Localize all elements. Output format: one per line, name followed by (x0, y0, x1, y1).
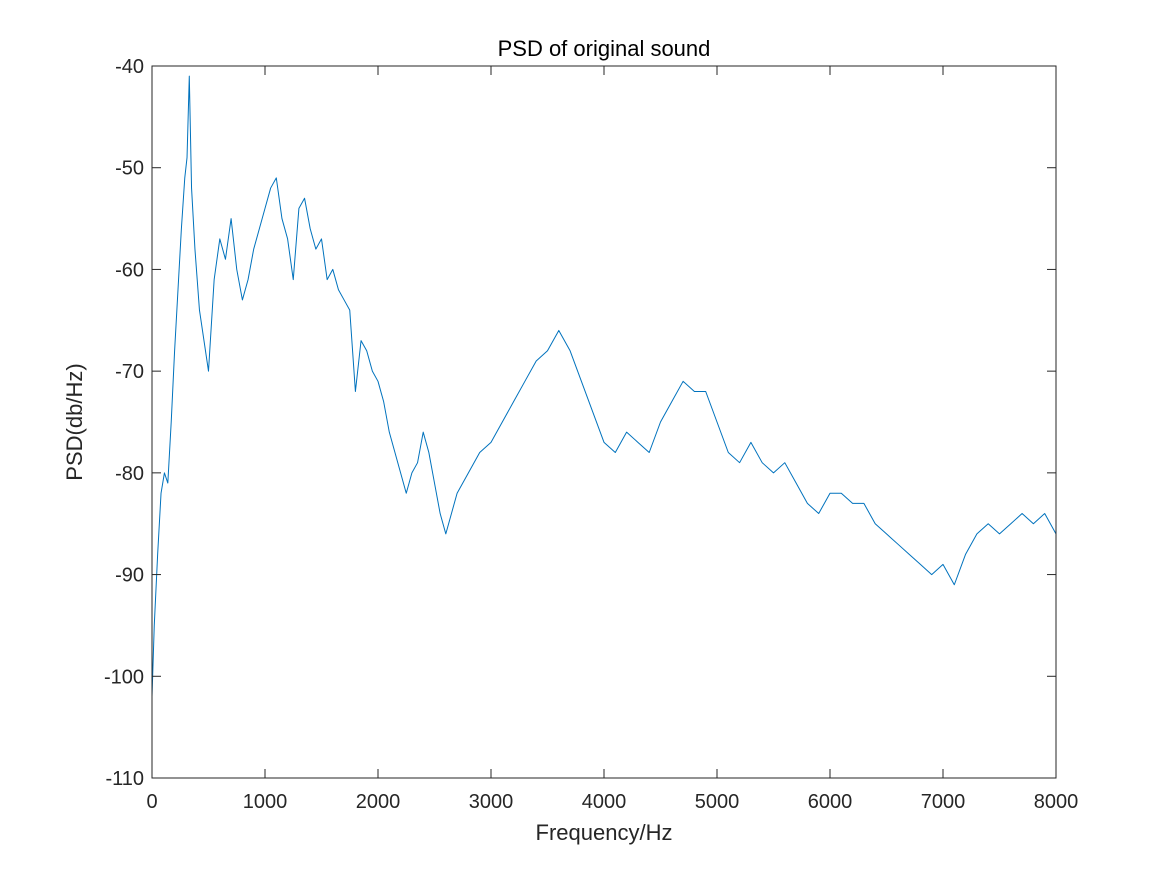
x-tick-label: 0 (146, 791, 157, 813)
y-tick-label: -100 (104, 666, 144, 688)
y-tick-label: -90 (115, 565, 144, 587)
x-tick-label: 5000 (695, 791, 740, 813)
y-axis-ticks: -40 -50 -60 -70 -80 -90 -100 -110 (104, 56, 1056, 790)
chart-title: PSD of original sound (498, 36, 711, 61)
x-axis-label: Frequency/Hz (536, 820, 673, 845)
y-tick-label: -80 (115, 463, 144, 485)
plot-area-background (152, 66, 1056, 778)
x-tick-label: 3000 (469, 791, 514, 813)
x-tick-label: 6000 (808, 791, 853, 813)
y-axis-label: PSD(db/Hz) (62, 363, 87, 480)
x-tick-label: 2000 (356, 791, 401, 813)
y-tick-label: -70 (115, 361, 144, 383)
y-tick-label: -110 (105, 768, 144, 790)
y-tick-label: -40 (115, 56, 144, 78)
x-tick-label: 4000 (582, 791, 627, 813)
y-tick-label: -60 (115, 259, 144, 281)
x-axis-ticks: 0 1000 2000 3000 4000 5000 6000 7000 8000 (146, 66, 1078, 813)
y-tick-label: -50 (115, 158, 144, 180)
series-layer (151, 75, 1057, 697)
x-tick-label: 1000 (243, 791, 288, 813)
x-tick-label: 7000 (921, 791, 966, 813)
psd-series-line (151, 75, 1057, 697)
x-tick-label: 8000 (1034, 791, 1079, 813)
